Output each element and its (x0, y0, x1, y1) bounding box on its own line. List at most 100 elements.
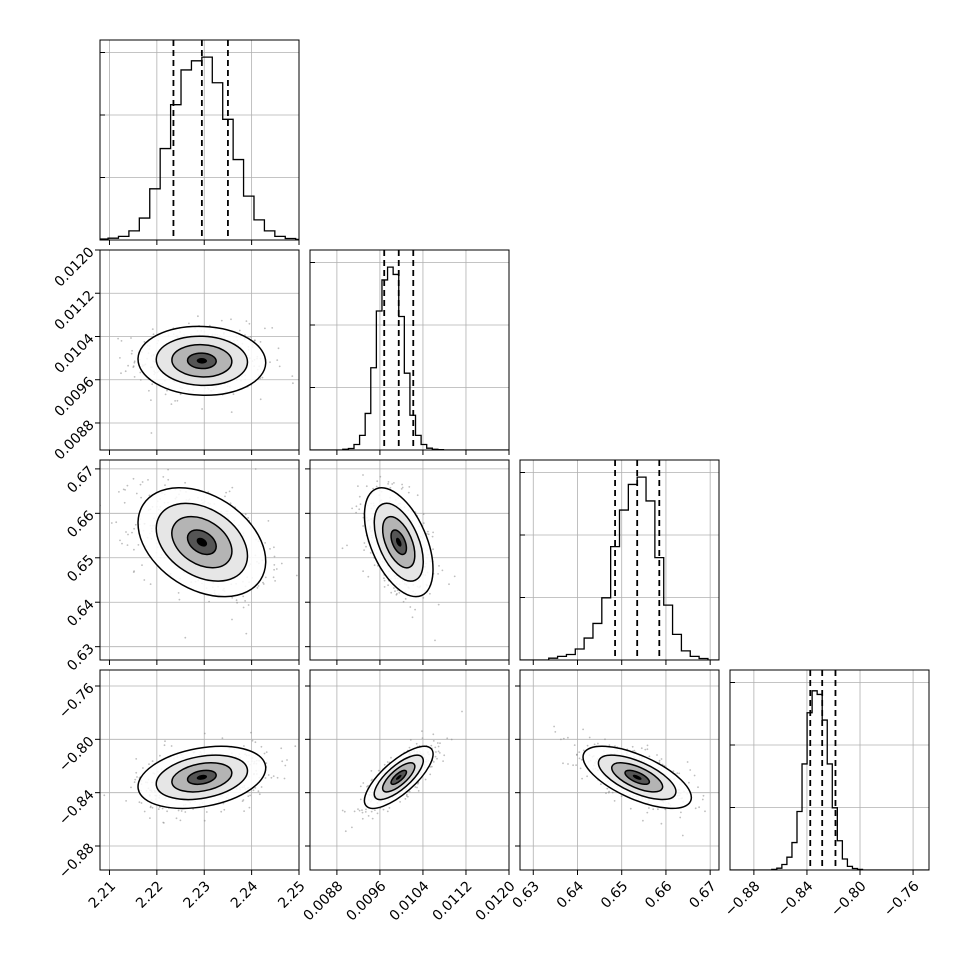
histogram-3 (730, 690, 929, 870)
sample-point (149, 583, 152, 585)
sample-point (646, 748, 649, 751)
sample-point (614, 745, 616, 747)
sample-point (686, 761, 689, 763)
contour-line (363, 745, 434, 810)
sample-point (660, 758, 663, 760)
contour-line (624, 769, 651, 786)
x-tick-label: 0.64 (554, 878, 587, 911)
y-tick-label: 0.63 (64, 641, 97, 674)
sample-point (167, 478, 170, 481)
sample-point (120, 372, 122, 375)
sample-point (357, 485, 359, 487)
panel-frame (309, 459, 510, 661)
panel-frame (519, 669, 720, 871)
x-tick-label: 2.22 (133, 878, 166, 911)
sample-point (436, 742, 439, 744)
sample-point (232, 393, 235, 395)
sample-point (399, 801, 401, 803)
sample-point (275, 568, 278, 570)
sample-point (231, 596, 234, 599)
sample-point (242, 606, 245, 609)
sample-point (286, 759, 288, 761)
x-tick-label: 0.0104 (387, 878, 433, 924)
sample-point (613, 800, 616, 802)
sample-point (398, 591, 401, 594)
sample-point (120, 340, 123, 342)
sample-point (205, 811, 208, 813)
sample-point (277, 347, 280, 350)
sample-point (680, 811, 682, 814)
sample-point (358, 508, 361, 511)
sample-point (148, 763, 150, 765)
sample-point (597, 742, 599, 745)
sample-point (125, 531, 127, 533)
sample-point (365, 485, 368, 488)
sample-point (224, 495, 226, 498)
sample-point (434, 746, 437, 749)
contour-line (137, 745, 267, 810)
sample-point (115, 521, 118, 524)
panel-frame (99, 39, 300, 241)
sample-point (678, 772, 681, 775)
sample-point (383, 577, 385, 580)
contour-line (137, 487, 267, 598)
sample-point (393, 482, 395, 484)
panel-0-0 (99, 39, 300, 245)
sample-point (259, 341, 262, 343)
sample-point (430, 765, 433, 768)
sample-point (260, 786, 263, 788)
contour-line (186, 769, 217, 786)
sample-point (133, 361, 136, 364)
sample-point (243, 745, 245, 747)
sample-point (177, 809, 180, 812)
sample-point (409, 606, 412, 608)
sample-point (132, 365, 135, 368)
sample-point (383, 586, 386, 588)
sample-point (664, 808, 667, 811)
sample-point (390, 756, 392, 759)
sample-point (672, 770, 675, 773)
sample-point (432, 740, 435, 742)
y-tick-label: −0.76 (56, 680, 98, 722)
sample-point (657, 808, 659, 811)
y-tick-label: −0.80 (56, 734, 98, 776)
sample-point (702, 794, 705, 797)
sample-point (405, 793, 408, 796)
sample-point (276, 776, 279, 779)
sample-point (357, 808, 359, 810)
sample-point (562, 762, 564, 765)
sample-point (642, 819, 644, 822)
panel-content (100, 250, 299, 450)
sample-point (391, 483, 394, 485)
sample-point (203, 732, 206, 735)
contour-line (597, 754, 677, 801)
sample-point (220, 810, 223, 813)
sample-point (272, 775, 275, 777)
sample-point (394, 590, 396, 593)
sample-point (291, 375, 294, 377)
sample-point (121, 542, 123, 545)
sample-point (260, 745, 263, 748)
sample-point (139, 483, 142, 486)
sample-point (150, 432, 153, 434)
sample-point (416, 494, 419, 497)
sample-point (258, 793, 261, 796)
sample-point (143, 341, 146, 343)
sample-point (640, 747, 643, 750)
sample-point (417, 782, 419, 785)
histogram-1 (310, 266, 509, 450)
sample-point (231, 618, 233, 621)
sample-point (586, 775, 588, 778)
sample-point (269, 548, 271, 550)
sample-point (197, 315, 199, 318)
sample-point (124, 370, 127, 373)
sample-point (430, 744, 433, 747)
sample-point (126, 484, 129, 487)
sample-point (188, 322, 190, 325)
sample-point (441, 569, 444, 572)
sample-point (184, 811, 187, 813)
sample-point (656, 754, 658, 756)
sample-point (429, 766, 432, 768)
x-tick-label: −0.76 (881, 878, 923, 920)
